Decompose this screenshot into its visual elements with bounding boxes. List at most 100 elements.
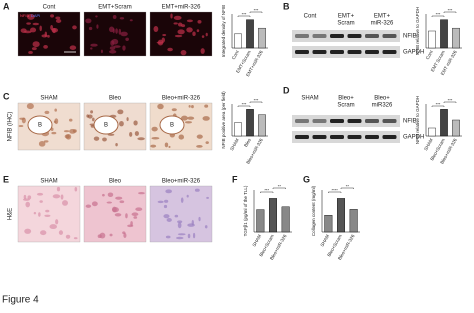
band <box>330 34 344 38</box>
x-tick-label: SHAM <box>229 137 240 151</box>
cell <box>36 192 44 196</box>
significance-bracket <box>237 105 251 107</box>
cell <box>205 141 209 144</box>
cell <box>194 188 200 192</box>
bar <box>269 198 278 233</box>
cell <box>163 204 168 209</box>
cell <box>55 19 62 23</box>
cell <box>137 192 145 195</box>
stain-label: DAPI <box>31 13 40 18</box>
airway <box>159 115 185 135</box>
cell <box>63 130 70 133</box>
airway-label: B <box>170 123 174 129</box>
cell <box>115 142 118 147</box>
cell <box>27 195 32 200</box>
cell <box>20 28 27 33</box>
bar <box>281 206 290 233</box>
band <box>382 34 397 38</box>
cell <box>129 19 133 22</box>
cell <box>181 115 188 121</box>
cell <box>55 16 61 20</box>
cell <box>119 200 125 204</box>
cell <box>91 201 98 207</box>
y-axis-label: NFIB relative to GAPDH <box>415 7 420 55</box>
image-label: Cont <box>43 5 56 11</box>
lane-label: Scram <box>337 103 354 109</box>
cell <box>90 47 93 50</box>
significance-bracket <box>443 11 457 13</box>
cell <box>177 233 186 236</box>
bar <box>428 30 436 49</box>
cell <box>178 134 185 140</box>
cell <box>107 192 114 198</box>
band <box>347 119 362 123</box>
cell <box>102 193 105 197</box>
cell <box>133 120 138 126</box>
blot <box>292 46 400 58</box>
significance: *** <box>254 8 259 13</box>
cell <box>137 137 145 141</box>
x-tick-label: Bleo <box>243 137 252 148</box>
cell <box>38 212 41 217</box>
row-label: H&E <box>8 208 14 220</box>
cell <box>202 116 210 121</box>
band <box>312 119 327 123</box>
cell <box>51 27 59 33</box>
cell <box>72 129 77 133</box>
cell <box>51 131 57 135</box>
lane-label: EMT+ <box>338 14 355 20</box>
cell <box>27 13 35 20</box>
cell <box>157 39 164 46</box>
cell <box>126 117 129 122</box>
cell <box>90 43 98 47</box>
significance-bracket <box>431 105 445 107</box>
cell <box>55 219 59 225</box>
cell <box>119 17 125 20</box>
bar <box>258 27 266 49</box>
significance: *** <box>436 102 441 107</box>
cell <box>192 232 196 239</box>
cell <box>131 212 139 217</box>
lane-label: miR326 <box>372 103 393 109</box>
cell <box>117 109 124 115</box>
band <box>330 50 344 54</box>
cell <box>54 108 57 112</box>
cell <box>44 214 51 217</box>
cell <box>177 29 185 35</box>
cell <box>28 50 33 54</box>
band <box>295 119 309 123</box>
cell <box>56 186 61 192</box>
band <box>347 34 362 38</box>
y-axis-label: NFIB positive area (per field) <box>221 91 226 149</box>
panel-letter: C <box>3 91 10 101</box>
y-axis-label: TGFβ1 (pg/ml of the TLL) <box>243 185 248 236</box>
cell <box>119 120 124 127</box>
cell <box>85 18 92 24</box>
cell <box>38 140 46 147</box>
cell <box>180 197 184 203</box>
stain-label: NFIB <box>20 13 29 18</box>
band <box>382 135 397 139</box>
cell <box>157 200 164 204</box>
cell <box>24 228 32 234</box>
cell <box>196 29 200 33</box>
cell <box>40 230 47 236</box>
bar <box>452 119 460 137</box>
cell <box>118 28 122 35</box>
cell <box>151 126 158 132</box>
band <box>295 135 309 139</box>
cell <box>184 121 193 124</box>
image-label: Bleo+miR-326 <box>162 179 201 185</box>
cell <box>90 110 94 114</box>
significance: *** <box>242 12 247 17</box>
cell <box>111 38 119 45</box>
cell <box>125 37 129 42</box>
cell <box>163 214 170 219</box>
cell <box>196 144 203 148</box>
bar <box>349 209 358 233</box>
cell <box>32 41 40 48</box>
band-label: NFIB <box>403 119 417 125</box>
cell <box>115 28 118 34</box>
panel-letter: E <box>3 174 9 184</box>
